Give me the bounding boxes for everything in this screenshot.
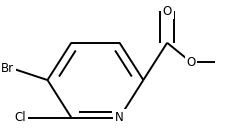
Text: O: O <box>185 56 195 69</box>
Text: N: N <box>115 111 123 124</box>
Text: Cl: Cl <box>14 111 26 124</box>
Text: Br: Br <box>1 63 14 75</box>
Text: O: O <box>162 5 171 18</box>
